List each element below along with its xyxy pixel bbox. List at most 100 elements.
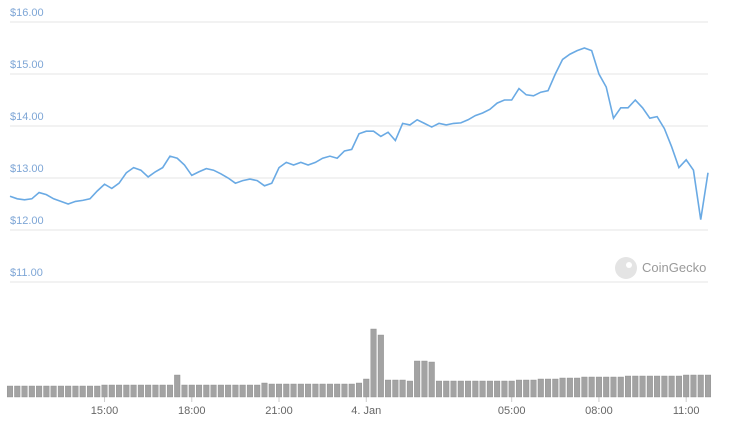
volume-bar (515, 379, 522, 398)
volume-bar (57, 385, 64, 398)
volume-bar (435, 380, 442, 398)
volume-bar (363, 378, 370, 398)
volume-bar (552, 378, 559, 398)
volume-bar (283, 383, 290, 398)
volume-bar (668, 375, 675, 398)
volume-bar (683, 374, 690, 398)
volume-bar (494, 380, 501, 398)
watermark-logo (615, 257, 637, 279)
volume-bar (21, 385, 28, 398)
x-tick-label: 05:00 (498, 405, 526, 417)
volume-bar (297, 383, 304, 398)
volume-bar (43, 385, 50, 398)
volume-bar (392, 379, 399, 398)
y-tick-label: $16.00 (10, 7, 44, 19)
y-tick-label: $14.00 (10, 111, 44, 123)
volume-bar (581, 376, 588, 398)
volume-bar (50, 385, 57, 398)
volume-bar (130, 384, 137, 398)
plot: $11.00 $12.00 $13.00 $14.00 $15.00 $16.00 15:0… (6, 7, 712, 417)
volume-bar (530, 379, 537, 398)
y-tick-label: $15.00 (10, 59, 44, 71)
volume-bar (603, 376, 610, 398)
y-tick-label: $13.00 (10, 163, 44, 175)
volume-bar (377, 334, 384, 398)
volume-bar (14, 385, 21, 398)
y-tick-label: $12.00 (10, 215, 44, 227)
volume-bar (617, 376, 624, 398)
volume-bar (610, 376, 617, 398)
volume-bar (414, 360, 421, 398)
volume-bar (646, 375, 653, 398)
volume-bar (312, 383, 319, 398)
volume-bar (661, 375, 668, 398)
volume-bar (210, 384, 217, 398)
x-tick-label: 4. Jan (351, 405, 381, 417)
volume-bar (588, 376, 595, 398)
y-tick-label: $11.00 (10, 267, 43, 279)
volume-bar (101, 384, 108, 398)
volume-bar (145, 384, 152, 398)
volume-bar (79, 385, 86, 398)
price-line (9, 47, 709, 220)
volume-bar (217, 384, 224, 398)
volume-bar (196, 384, 203, 398)
volume-bar (28, 385, 35, 398)
x-tick-label: 08:00 (585, 405, 613, 417)
volume-bar (232, 384, 239, 398)
volume-bar (399, 379, 406, 398)
volume-bar (545, 378, 552, 398)
volume-bar (428, 361, 435, 398)
volume-bar (465, 380, 472, 398)
volume-bar (174, 374, 181, 398)
volume-bar (566, 377, 573, 398)
volume-bar (574, 377, 581, 398)
volume-bar (326, 383, 333, 398)
volume-bar (508, 380, 515, 398)
volume-bar (261, 382, 268, 398)
x-tick-label: 18:00 (178, 405, 206, 417)
volume-bar (181, 384, 188, 398)
volume-bar (421, 360, 428, 398)
volume-bar (188, 384, 195, 398)
volume-bar (86, 385, 93, 398)
volume-bar (152, 384, 159, 398)
x-tick-label: 15:00 (91, 405, 119, 417)
volume-bar (341, 383, 348, 398)
volume-bar (355, 382, 363, 398)
volume-bar (559, 377, 566, 398)
volume-bar (159, 384, 166, 398)
volume-bar (595, 376, 602, 398)
volume-bar (385, 379, 392, 398)
volume-bar (72, 385, 79, 398)
volume-bar (225, 384, 232, 398)
volume-bar (290, 383, 297, 398)
volume-bar (137, 384, 144, 398)
volume-bar (319, 383, 326, 398)
volume-bar (203, 384, 210, 398)
volume-bar (370, 328, 377, 398)
volume-bar (690, 374, 697, 398)
volume-bar (486, 380, 493, 398)
volume-bar (406, 380, 413, 398)
volume-bar (450, 380, 457, 398)
volume-bar (36, 385, 43, 398)
volume-bar (108, 384, 115, 398)
volume-bar (123, 384, 130, 398)
volume-bar (116, 384, 123, 398)
volume-bar (457, 380, 464, 398)
volume-bar (443, 380, 450, 398)
volume-bar (675, 375, 682, 398)
volume-bar (632, 375, 639, 398)
volume-bar (501, 380, 508, 398)
logo-circle (615, 257, 637, 279)
x-tick-label: 11:00 (673, 405, 700, 417)
volume-bar (697, 374, 704, 398)
volume-bar (654, 375, 661, 398)
logo-eye (626, 262, 632, 268)
volume-bar (704, 374, 712, 398)
volume-bar (348, 383, 355, 398)
volume-bar (472, 380, 479, 398)
volume-bar (94, 385, 101, 398)
